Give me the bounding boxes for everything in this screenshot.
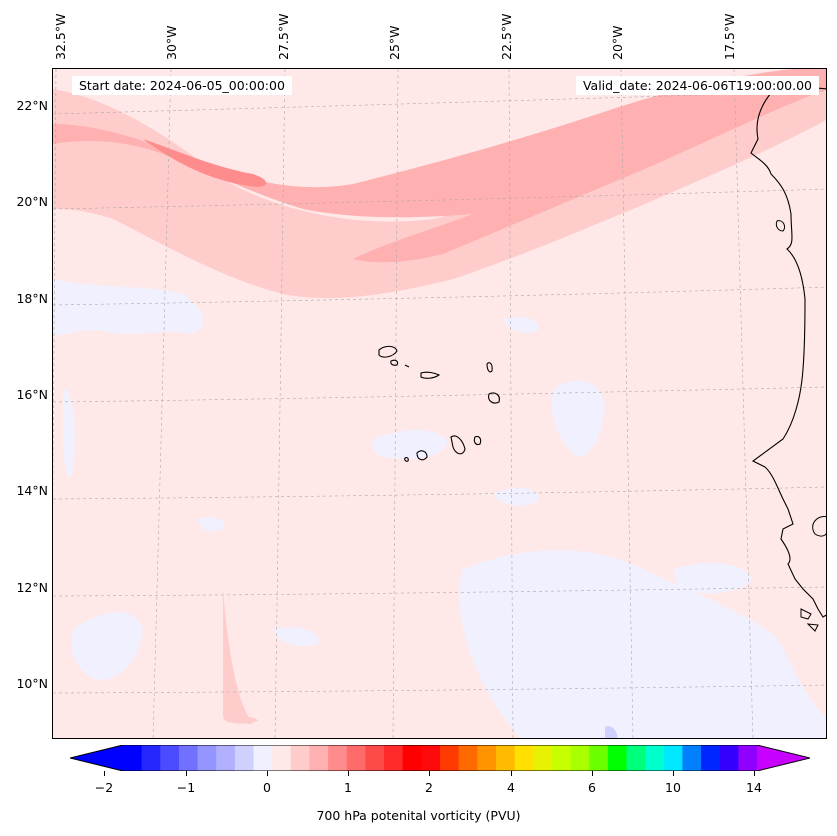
pv-negative-patches	[53, 279, 826, 738]
pv-negative-core	[605, 726, 618, 738]
gambia-coast	[812, 515, 826, 537]
cape-verde-islands	[378, 345, 500, 462]
lat-label-16n: 16°N	[16, 387, 48, 402]
africa-coastline	[750, 87, 826, 618]
colorbar-tickmark	[592, 771, 593, 776]
colorbar-segment	[309, 745, 329, 771]
colorbar-tickmark	[348, 771, 349, 776]
colorbar-tick-label: −1	[176, 780, 196, 795]
colorbar-segment	[384, 745, 404, 771]
lat-label-20n: 20°N	[16, 194, 48, 209]
colorbar-segment	[141, 745, 161, 771]
lat-label-18n: 18°N	[16, 291, 48, 306]
colorbar-tick-label: 6	[588, 780, 596, 795]
colorbar-segment	[346, 745, 366, 771]
lon-label-20w: 20°W	[610, 25, 625, 60]
lat-label-22n: 22°N	[16, 98, 48, 113]
colorbar-segment	[551, 745, 572, 771]
colorbar-tickmark	[267, 771, 268, 776]
colorbar-segment	[253, 745, 273, 771]
colorbar-segment	[701, 745, 721, 771]
colorbar-segment	[645, 745, 665, 771]
lon-label-22-5w: 22.5°W	[499, 13, 514, 60]
colorbar-segment	[495, 745, 516, 771]
colorbar-segment	[421, 745, 441, 771]
colorbar-segment	[178, 745, 199, 771]
colorbar-tickmark	[186, 771, 187, 776]
colorbar-tickmark	[511, 771, 512, 776]
coast-islet	[775, 220, 786, 232]
colorbar-tick-label: 0	[263, 780, 271, 795]
colorbar-segment	[626, 745, 646, 771]
lon-label-25w: 25°W	[387, 25, 402, 60]
colorbar-segment	[589, 745, 609, 771]
map-panel[interactable]	[52, 68, 827, 739]
colorbar-segment	[458, 745, 478, 771]
colorbar-segment	[533, 745, 553, 771]
colorbar-label: 700 hPa potenital vorticity (PVU)	[316, 808, 521, 823]
colorbar-tick-label: 14	[746, 780, 762, 795]
colorbar-segment	[234, 745, 255, 771]
colorbar-tick-label: 2	[425, 780, 433, 795]
colorbar-segment	[607, 745, 627, 771]
lat-label-10n: 10°N	[16, 676, 48, 691]
colorbar-tick-label: 10	[665, 780, 681, 795]
lon-label-27-5w: 27.5°W	[276, 13, 291, 60]
colorbar-segment	[738, 745, 758, 771]
colorbar-segment	[365, 745, 385, 771]
colorbar-segment	[514, 745, 534, 771]
colorbar-segment	[197, 745, 217, 771]
colorbar-segment	[719, 745, 739, 771]
colorbar-segment	[663, 745, 683, 771]
colorbar	[69, 744, 811, 772]
colorbar-segment	[477, 745, 497, 771]
colorbar-tick-label: −2	[94, 780, 114, 795]
lon-label-30w: 30°W	[164, 25, 179, 60]
colorbar-tick-label: 4	[507, 780, 515, 795]
colorbar-segment	[123, 745, 143, 771]
colorbar-segment	[272, 745, 292, 771]
colorbar-segment	[402, 745, 422, 771]
graticule	[53, 69, 826, 738]
colorbar-tickmark	[429, 771, 430, 776]
map-canvas	[53, 69, 826, 738]
bissagos-islands	[800, 608, 819, 632]
colorbar-svg	[69, 744, 811, 772]
colorbar-segment	[682, 745, 702, 771]
colorbar-segment	[328, 745, 348, 771]
lat-label-14n: 14°N	[16, 483, 48, 498]
start-date-label: Start date: 2024-06-05_00:00:00	[72, 76, 292, 95]
colorbar-extend-high	[757, 745, 810, 771]
colorbar-tick-label: 1	[344, 780, 352, 795]
colorbar-tickmark	[754, 771, 755, 776]
colorbar-segment	[440, 745, 460, 771]
pv-positive-band	[53, 69, 826, 724]
colorbar-tickmark	[104, 771, 105, 776]
colorbar-segment	[570, 745, 590, 771]
colorbar-segment	[160, 745, 180, 771]
colorbar-segment	[290, 745, 310, 771]
valid-date-label: Valid_date: 2024-06-06T19:00:00.00	[575, 76, 819, 95]
colorbar-tickmark	[673, 771, 674, 776]
colorbar-segment	[216, 745, 236, 771]
lon-label-17-5w: 17.5°W	[722, 13, 737, 60]
lon-label-32-5w: 32.5°W	[53, 13, 68, 60]
colorbar-extend-low	[70, 745, 123, 771]
lat-label-12n: 12°N	[16, 580, 48, 595]
